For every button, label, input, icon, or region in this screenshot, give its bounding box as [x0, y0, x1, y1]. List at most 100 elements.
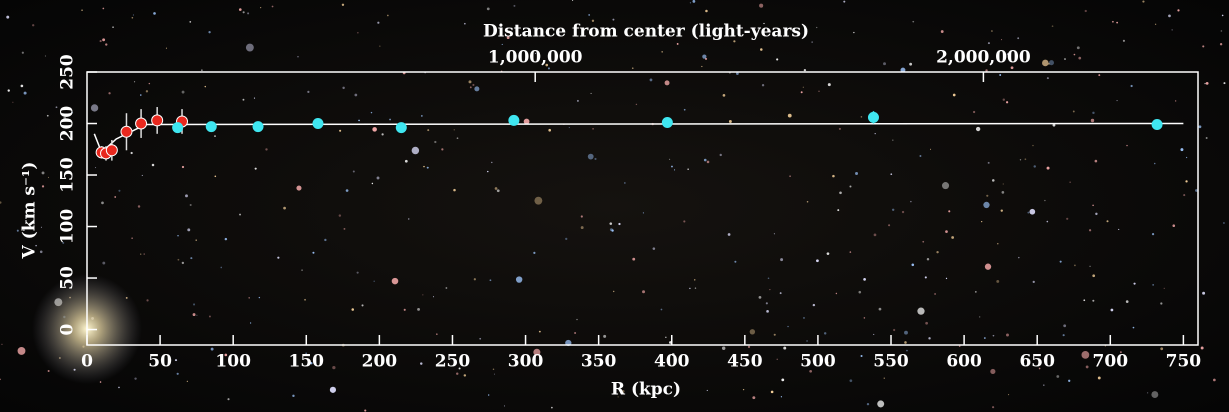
- star: [134, 81, 135, 82]
- star: [811, 41, 812, 42]
- x-tick-label: 650: [1019, 352, 1055, 372]
- star: [243, 99, 245, 101]
- star: [175, 359, 177, 361]
- star: [140, 254, 141, 255]
- star: [220, 267, 222, 269]
- star: [927, 258, 929, 260]
- star: [1202, 292, 1205, 295]
- star: [1168, 15, 1171, 18]
- star: [1116, 22, 1118, 24]
- star: [1020, 159, 1021, 160]
- star: [1160, 302, 1162, 304]
- star: [720, 154, 722, 156]
- star: [1106, 220, 1108, 222]
- star: [196, 315, 197, 316]
- star: [855, 172, 858, 175]
- star: [877, 400, 884, 407]
- star: [330, 387, 336, 393]
- star: [1056, 375, 1059, 378]
- x-tick-label: 350: [581, 352, 617, 372]
- star: [493, 369, 494, 370]
- star: [420, 362, 422, 364]
- star: [992, 406, 994, 408]
- data-point: [136, 118, 147, 129]
- star: [734, 261, 736, 263]
- star: [487, 171, 488, 172]
- star: [182, 262, 184, 264]
- star: [105, 43, 107, 45]
- data-point: [106, 145, 117, 156]
- star: [728, 233, 731, 236]
- x-tick-label: 200: [362, 352, 398, 372]
- star: [1098, 377, 1101, 380]
- star: [254, 98, 255, 99]
- star: [1052, 25, 1054, 27]
- star: [669, 159, 670, 160]
- star: [917, 308, 924, 315]
- star: [988, 42, 990, 44]
- star: [1185, 180, 1187, 182]
- star: [354, 94, 357, 97]
- star: [1081, 351, 1089, 359]
- star: [470, 86, 472, 88]
- star: [379, 46, 380, 47]
- star: [973, 111, 975, 113]
- star: [642, 290, 645, 293]
- star: [674, 169, 675, 170]
- star: [904, 341, 907, 344]
- star: [1201, 347, 1204, 350]
- star: [804, 69, 806, 71]
- star: [112, 26, 114, 28]
- star: [801, 91, 803, 93]
- x-tick-label: 750: [1166, 352, 1202, 372]
- star: [346, 189, 349, 192]
- x-tick-label: 400: [654, 352, 690, 372]
- star: [1042, 60, 1049, 67]
- star: [1130, 85, 1132, 87]
- star: [665, 337, 666, 338]
- star: [759, 296, 762, 299]
- star: [849, 186, 851, 188]
- star: [1154, 163, 1156, 165]
- star: [1221, 30, 1223, 32]
- y-tick-label: 250: [58, 54, 78, 90]
- star: [702, 55, 706, 59]
- star: [494, 374, 495, 375]
- star: [196, 240, 197, 241]
- star: [863, 278, 866, 281]
- star: [643, 212, 644, 213]
- star: [339, 130, 341, 132]
- star: [1073, 111, 1075, 113]
- star: [377, 22, 379, 24]
- star: [774, 233, 775, 234]
- star: [701, 66, 702, 67]
- star: [824, 332, 826, 334]
- star: [816, 259, 819, 262]
- star: [768, 277, 770, 279]
- star: [283, 207, 286, 210]
- star: [1006, 334, 1009, 337]
- star: [1126, 300, 1129, 303]
- star: [653, 247, 656, 250]
- star: [21, 85, 24, 88]
- star: [574, 332, 576, 334]
- star: [404, 309, 406, 311]
- star: [1034, 165, 1036, 167]
- data-point: [508, 115, 519, 126]
- star: [421, 115, 423, 117]
- star: [513, 5, 515, 7]
- star: [581, 226, 584, 229]
- star: [883, 62, 886, 65]
- star: [48, 370, 50, 372]
- star: [945, 230, 948, 233]
- star: [941, 30, 944, 33]
- star: [803, 87, 804, 88]
- star: [1047, 167, 1050, 170]
- star: [265, 148, 267, 150]
- star: [1155, 24, 1156, 25]
- star: [828, 83, 831, 86]
- star: [1133, 327, 1135, 329]
- star: [239, 8, 242, 11]
- star: [1118, 229, 1119, 230]
- star: [361, 304, 363, 306]
